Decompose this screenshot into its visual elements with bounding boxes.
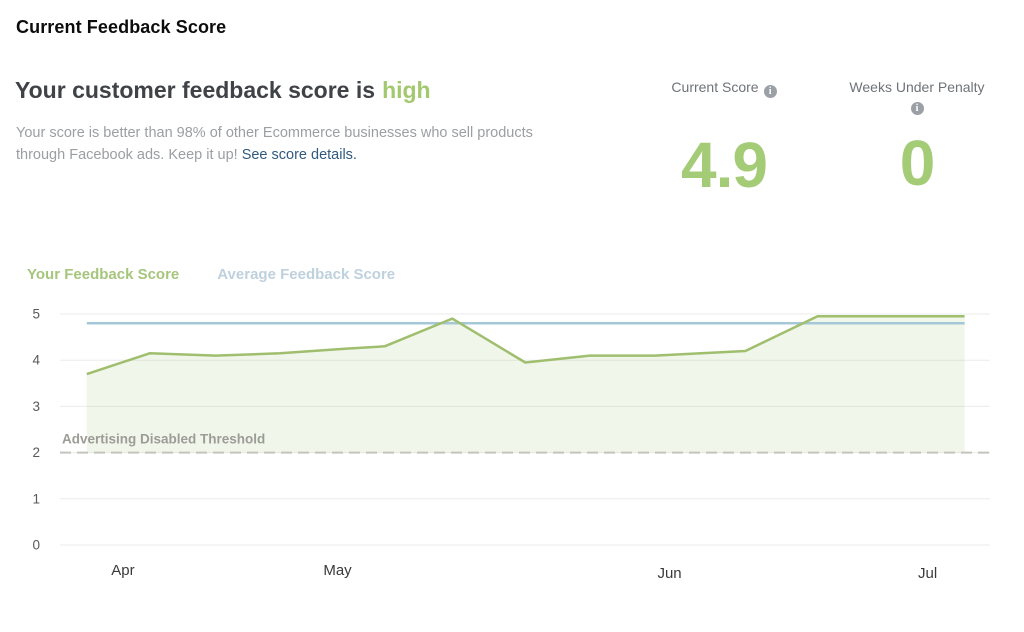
y-tick-label: 2 <box>32 445 40 460</box>
weeks-under-penalty-stat: Weeks Under Penalty i 0 <box>838 78 996 199</box>
current-score-label-text: Current Score <box>671 79 759 95</box>
weeks-penalty-icon-row: i <box>838 98 996 115</box>
y-tick-label: 5 <box>32 307 40 322</box>
y-tick-label: 1 <box>32 491 40 506</box>
page-title: Current Feedback Score <box>16 17 227 37</box>
score-description: Your score is better than 98% of other E… <box>16 123 582 166</box>
info-icon[interactable]: i <box>763 85 777 98</box>
x-tick-label: Jul <box>918 565 937 582</box>
y-tick-label: 0 <box>32 538 40 553</box>
current-score-label: Current Score i <box>645 78 803 98</box>
chart-legend: Your Feedback Score Average Feedback Sco… <box>27 266 395 283</box>
feedback-score-chart: 0 1 2 3 4 5 Advertising Disabled Threshold Apr M… <box>32 307 990 582</box>
your-score-line <box>86 315 965 376</box>
see-score-details-link[interactable]: See score details. <box>241 146 357 163</box>
current-score-value: 4.9 <box>681 129 768 201</box>
y-tick-label: 3 <box>32 399 40 414</box>
threshold-label: Advertising Disabled Threshold <box>62 432 265 447</box>
score-status-badge: high <box>382 77 431 103</box>
legend-average-feedback-score[interactable]: Average Feedback Score <box>217 266 396 283</box>
current-score-stat: Current Score i 4.9 <box>645 78 803 201</box>
info-icon[interactable]: i <box>910 102 924 115</box>
score-area-fill <box>86 316 965 453</box>
x-tick-label: Jun <box>657 565 681 582</box>
y-tick-label: 4 <box>32 353 40 368</box>
weeks-under-penalty-value: 0 <box>899 127 936 199</box>
legend-your-feedback-score[interactable]: Your Feedback Score <box>27 266 180 283</box>
score-description-text: Your score is better than 98% of other E… <box>16 125 533 163</box>
heading-text: Your customer feedback score is <box>15 77 376 103</box>
weeks-under-penalty-label: Weeks Under Penalty <box>849 79 985 95</box>
x-tick-label: May <box>323 562 352 579</box>
score-summary-heading: Your customer feedback score is high <box>15 77 431 104</box>
x-tick-label: Apr <box>111 562 134 579</box>
